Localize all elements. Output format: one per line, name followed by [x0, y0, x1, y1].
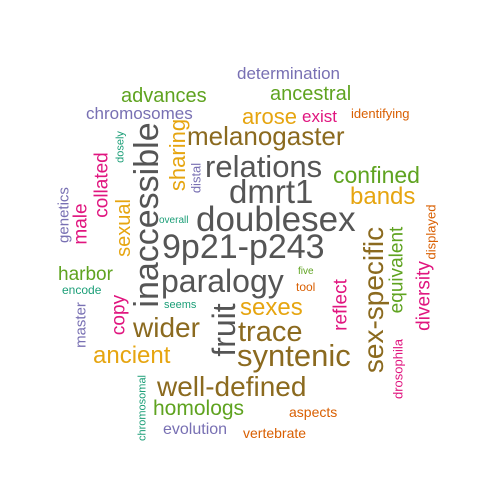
word-seems: seems [164, 299, 197, 311]
word-aspects: aspects [289, 404, 338, 420]
word-equivalent: equivalent [386, 226, 408, 314]
word-syntenic: syntenic [237, 338, 351, 373]
word-genetics: genetics [55, 187, 73, 243]
word-sexual: sexual [113, 199, 135, 257]
word-master: master [72, 302, 90, 348]
word-harbor: harbor [58, 264, 113, 285]
word-five: five [298, 266, 314, 277]
word-doublesex: doublesex [196, 200, 356, 239]
word-wider: wider [133, 312, 200, 343]
word-sexes: sexes [240, 294, 303, 321]
word-encode: encode [62, 283, 102, 297]
word-distal: distal [188, 162, 204, 194]
word-well-defined: well-defined [157, 371, 307, 402]
word-sharing: sharing [165, 118, 190, 192]
word-collated: collated [91, 152, 113, 218]
word-confined: confined [333, 162, 420, 188]
word-arose: arose [242, 104, 298, 129]
word-chromosomal: chromosomal [136, 374, 149, 442]
word-relations: relations [205, 149, 323, 184]
word-melanogaster: melanogaster [187, 121, 345, 151]
word-displayed: displayed [423, 204, 439, 260]
word-evolution: evolution [163, 421, 228, 438]
word-copy: copy [108, 294, 130, 336]
word-dmrt1: dmrt1 [229, 173, 314, 210]
word-9p21-p243: 9p21-p243 [162, 228, 325, 266]
word-inaccessible: inaccessible [128, 122, 166, 308]
word-bands: bands [350, 183, 416, 210]
word-diversity: diversity [413, 261, 435, 331]
word-determination: determination [237, 64, 341, 83]
word-trace: trace [238, 316, 303, 348]
word-ancestral: ancestral [270, 83, 352, 105]
word-exist: exist [302, 107, 337, 126]
word-homologs: homologs [153, 397, 245, 420]
word-advances: advances [121, 85, 207, 107]
word-fruit: fruit [206, 303, 242, 357]
word-reflect: reflect [330, 279, 352, 331]
word-sex-specific: sex-specific [358, 226, 389, 374]
word-paralogy: paralogy [161, 263, 284, 299]
word-identifying: identifying [351, 106, 410, 121]
word-vertebrate: vertebrate [243, 425, 307, 441]
word-ancient: ancient [93, 342, 171, 369]
word-male: male [70, 203, 92, 245]
word-drosophila: drosophila [390, 339, 406, 399]
word-tool: tool [296, 280, 316, 294]
word-chromosomes: chromosomes [86, 104, 193, 123]
word-overall: overall [159, 215, 189, 226]
word-dosely: dosely [114, 131, 127, 163]
